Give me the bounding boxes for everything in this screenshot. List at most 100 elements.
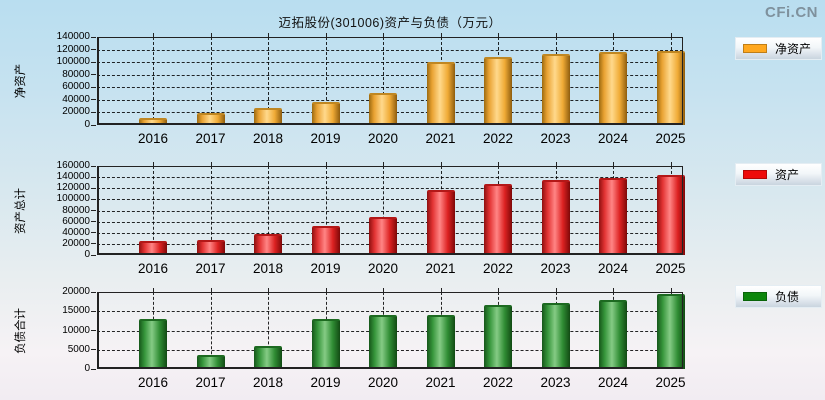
bar — [541, 54, 570, 125]
bar — [196, 113, 225, 125]
grid-line-horizontal — [97, 177, 683, 179]
y-axis-title: 负债合计 — [15, 307, 27, 354]
grid-line-vertical — [210, 37, 212, 125]
x-tick-label: 2018 — [252, 131, 284, 146]
bar — [139, 118, 167, 125]
grid-line-vertical — [153, 166, 154, 255]
y-tick-label: 160000 — [56, 160, 90, 171]
grid-line-vertical — [268, 166, 269, 255]
x-tick-label: 2019 — [310, 131, 341, 146]
top-tick-mark — [325, 288, 327, 292]
grid-line-horizontal — [97, 74, 683, 76]
site-logo: CFi.CN — [765, 4, 818, 21]
legend-net-assets: 净资产 — [735, 37, 822, 60]
bar — [254, 346, 282, 369]
y-tick-label: 100000 — [56, 56, 90, 68]
y-tick-label: 0 — [84, 363, 90, 374]
top-tick-mark — [268, 33, 269, 37]
bar — [369, 217, 397, 255]
y-tick-label: 140000 — [56, 171, 90, 183]
y-tick-label: 120000 — [56, 43, 90, 55]
x-tick-label: 2016 — [137, 261, 169, 276]
top-tick-mark — [383, 33, 384, 37]
x-tick-label: 2018 — [252, 261, 284, 276]
top-tick-mark — [498, 288, 499, 292]
y-tick-mark — [91, 124, 96, 126]
bar — [599, 178, 627, 255]
grid-line-vertical — [210, 292, 212, 369]
grid-line-vertical — [153, 37, 154, 125]
y-tick-mark — [91, 310, 96, 312]
x-tick-label: 2025 — [655, 131, 686, 146]
y-tick-mark — [91, 330, 96, 331]
bar — [311, 319, 340, 369]
top-tick-mark — [383, 162, 384, 166]
y-tick-label: 15000 — [62, 305, 90, 317]
x-tick-label: 2024 — [597, 131, 629, 146]
grid-line-horizontal — [97, 87, 683, 89]
top-tick-mark — [670, 288, 672, 292]
legend-label: 净资产 — [775, 42, 812, 56]
y-tick-mark — [91, 291, 96, 293]
bar — [426, 315, 455, 369]
top-tick-mark — [613, 288, 614, 292]
bar — [139, 241, 167, 255]
grid-line-vertical — [383, 166, 384, 255]
bar — [311, 102, 340, 125]
x-tick-label: 2016 — [137, 131, 169, 146]
bar — [426, 190, 455, 255]
y-tick-mark — [91, 187, 96, 189]
y-tick-mark — [91, 176, 96, 178]
top-tick-mark — [555, 33, 557, 37]
top-tick-mark — [325, 162, 327, 166]
top-tick-mark — [670, 162, 672, 166]
top-tick-mark — [498, 162, 499, 166]
top-tick-mark — [268, 288, 269, 292]
y-tick-mark — [91, 221, 96, 223]
x-tick-label: 2025 — [655, 375, 686, 390]
x-tick-label: 2017 — [195, 131, 226, 146]
y-tick-mark — [91, 210, 96, 211]
x-tick-label: 2022 — [482, 375, 514, 390]
top-tick-mark — [210, 288, 212, 292]
grid-line-horizontal — [97, 311, 683, 313]
legend-label: 负债 — [775, 290, 800, 304]
x-tick-label: 2018 — [252, 375, 284, 390]
y-tick-label: 60000 — [62, 215, 90, 227]
y-tick-mark — [91, 49, 96, 51]
top-tick-mark — [153, 33, 154, 37]
x-tick-label: 2020 — [367, 131, 399, 146]
y-tick-mark — [91, 36, 96, 38]
top-tick-mark — [555, 162, 557, 166]
y-tick-mark — [91, 61, 96, 63]
x-tick-label: 2021 — [425, 131, 456, 146]
top-tick-mark — [440, 288, 442, 292]
grid-line-vertical — [268, 292, 269, 369]
bar — [656, 294, 685, 369]
y-tick-label: 120000 — [56, 182, 90, 194]
y-tick-mark — [91, 368, 96, 370]
y-tick-label: 60000 — [62, 81, 90, 93]
top-tick-mark — [670, 33, 672, 37]
y-tick-label: 100000 — [56, 193, 90, 205]
bar — [484, 305, 512, 369]
x-tick-label: 2020 — [367, 261, 399, 276]
bar — [484, 57, 512, 125]
bar — [484, 184, 512, 255]
bar — [196, 240, 225, 255]
y-tick-label: 80000 — [62, 68, 90, 80]
bar — [254, 234, 282, 255]
grid-line-horizontal — [97, 199, 683, 201]
legend-swatch — [743, 170, 767, 179]
x-tick-label: 2022 — [482, 131, 514, 146]
y-tick-label: 80000 — [62, 204, 90, 216]
top-tick-mark — [498, 33, 499, 37]
y-tick-label: 20000 — [62, 106, 90, 118]
y-tick-mark — [91, 99, 96, 101]
top-tick-mark — [268, 162, 269, 166]
y-tick-mark — [91, 86, 96, 88]
grid-line-horizontal — [97, 188, 683, 190]
y-tick-mark — [91, 254, 96, 256]
grid-line-vertical — [210, 166, 212, 255]
legend-swatch — [743, 292, 767, 301]
